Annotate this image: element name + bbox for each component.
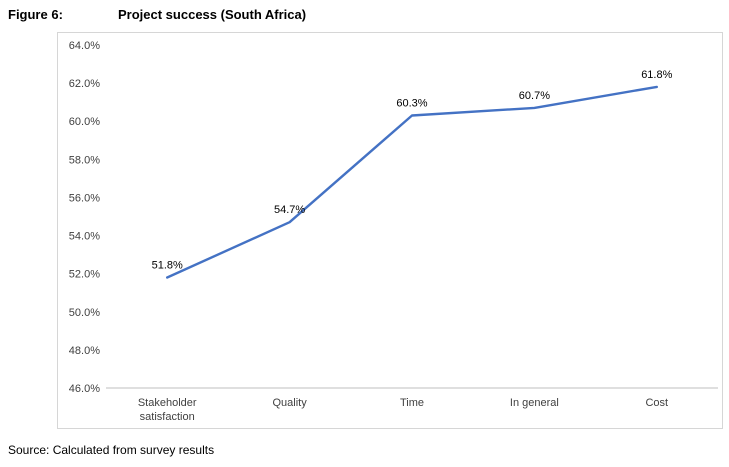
source-note: Source: Calculated from survey results [8, 443, 215, 457]
svg-text:52.0%: 52.0% [69, 269, 100, 281]
svg-text:50.0%: 50.0% [69, 307, 100, 319]
svg-text:61.8%: 61.8% [641, 69, 672, 81]
svg-text:56.0%: 56.0% [69, 192, 100, 204]
svg-text:48.0%: 48.0% [69, 345, 100, 357]
figure-title: Project success (South Africa) [118, 7, 307, 22]
svg-text:58.0%: 58.0% [69, 154, 100, 166]
svg-text:54.0%: 54.0% [69, 231, 100, 243]
svg-text:54.7%: 54.7% [274, 204, 305, 216]
svg-text:Time: Time [400, 397, 424, 409]
svg-text:Quality: Quality [272, 397, 307, 409]
svg-text:60.0%: 60.0% [69, 116, 100, 128]
figure-caption: Figure 6: Project success (South Africa) [8, 7, 306, 22]
svg-text:46.0%: 46.0% [69, 383, 100, 395]
svg-text:62.0%: 62.0% [69, 78, 100, 90]
svg-text:In general: In general [510, 397, 559, 409]
svg-text:51.8%: 51.8% [152, 259, 183, 271]
svg-text:60.3%: 60.3% [396, 98, 427, 110]
line-chart: 46.0% 48.0% 50.0% 52.0% 54.0% 56.0% 58.0% 60.0%… [69, 40, 718, 423]
figure-label: Figure 6: [8, 7, 63, 22]
svg-text:Cost: Cost [645, 397, 668, 409]
svg-text:64.0%: 64.0% [69, 40, 100, 52]
chart-frame: 46.0% 48.0% 50.0% 52.0% 54.0% 56.0% 58.0% 60.0%… [57, 32, 723, 429]
svg-text:60.7%: 60.7% [519, 90, 550, 102]
